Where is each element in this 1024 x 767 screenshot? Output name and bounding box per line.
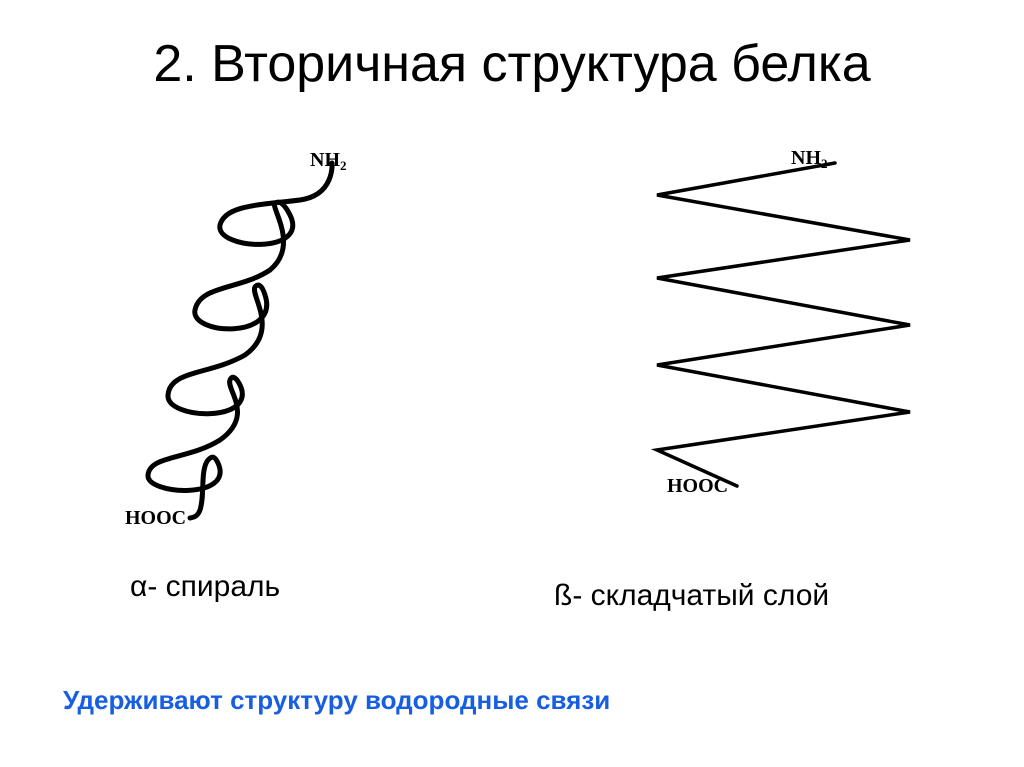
zigzag-bottom-label: HOOC <box>667 475 728 498</box>
zigzag-top-label-text: NH <box>791 147 821 169</box>
zigzag-top-label: NH2 <box>791 147 828 170</box>
zigzag-polyline <box>657 163 910 486</box>
zigzag-svg <box>615 155 935 500</box>
alpha-helix-caption: α- спираль <box>130 570 280 604</box>
helix-top-label-sub: 2 <box>340 158 347 173</box>
helix-svg <box>140 155 400 525</box>
beta-sheet-caption: ß- складчатый слой <box>554 579 829 613</box>
diagram-area: NH2 HOOC NH2 HOOC <box>95 155 925 535</box>
helix-top-label-text: NH <box>310 149 340 171</box>
alpha-helix-diagram: NH2 HOOC <box>140 155 400 525</box>
slide-title: 2. Вторичная структура белка <box>0 34 1024 94</box>
footnote-text: Удерживают структуру водородные связи <box>63 685 610 716</box>
beta-sheet-diagram: NH2 HOOC <box>615 155 935 525</box>
slide: 2. Вторичная структура белка NH2 HOOC NH… <box>0 0 1024 767</box>
helix-bottom-label: HOOC <box>125 507 186 530</box>
helix-path <box>148 163 332 518</box>
helix-top-label: NH2 <box>310 149 347 172</box>
zigzag-top-label-sub: 2 <box>821 156 828 171</box>
